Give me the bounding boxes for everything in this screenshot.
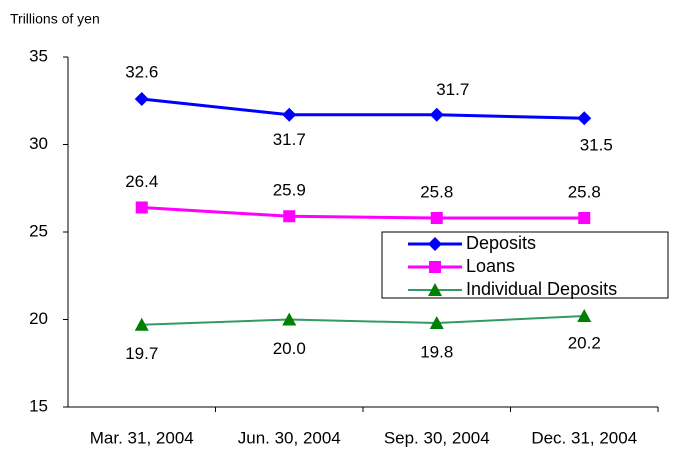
data-label: 19.8 bbox=[420, 342, 453, 361]
series-line bbox=[141, 206, 585, 220]
data-label: 31.5 bbox=[580, 136, 613, 155]
y-axis-label: Trillions of yen bbox=[10, 11, 100, 27]
marker bbox=[578, 212, 591, 224]
data-label: 25.9 bbox=[273, 181, 306, 200]
marker bbox=[429, 316, 444, 329]
y-tick-label: 20 bbox=[29, 309, 48, 328]
marker bbox=[134, 92, 149, 106]
data-label: 31.7 bbox=[273, 130, 306, 149]
y-tick-label: 35 bbox=[29, 46, 48, 65]
x-tick-label: Jun. 30, 2004 bbox=[238, 428, 341, 447]
legend-marker bbox=[429, 261, 441, 273]
data-label: 26.4 bbox=[125, 172, 158, 191]
data-label: 20.2 bbox=[568, 333, 601, 352]
marker bbox=[430, 212, 443, 224]
x-tick-label: Sep. 30, 2004 bbox=[384, 428, 490, 447]
marker bbox=[282, 107, 297, 122]
x-tick-label: Mar. 31, 2004 bbox=[90, 428, 194, 447]
marker bbox=[577, 309, 592, 322]
data-label: 25.8 bbox=[420, 182, 453, 201]
data-label: 32.6 bbox=[125, 62, 158, 81]
y-tick-label: 30 bbox=[29, 134, 48, 153]
marker bbox=[577, 111, 592, 126]
series-line bbox=[141, 315, 585, 326]
marker bbox=[283, 210, 296, 223]
legend: Deposits Loans Individual Deposits bbox=[381, 231, 669, 299]
data-label: 25.8 bbox=[568, 182, 601, 201]
series-line bbox=[141, 97, 585, 120]
y-tick-label: 15 bbox=[29, 396, 48, 415]
legend-marker bbox=[428, 237, 442, 251]
legend-marker bbox=[428, 283, 442, 296]
data-label: 31.7 bbox=[436, 80, 469, 99]
marker bbox=[429, 107, 444, 122]
data-label: 20.0 bbox=[273, 339, 306, 358]
y-tick-label: 25 bbox=[29, 221, 48, 240]
legend-label: Deposits bbox=[466, 233, 536, 253]
data-label: 19.7 bbox=[125, 344, 158, 363]
legend-label: Loans bbox=[466, 256, 515, 276]
marker bbox=[135, 201, 148, 214]
marker bbox=[134, 317, 149, 331]
legend-label: Individual Deposits bbox=[466, 279, 617, 299]
x-tick-label: Dec. 31, 2004 bbox=[531, 428, 637, 447]
marker bbox=[282, 312, 297, 326]
